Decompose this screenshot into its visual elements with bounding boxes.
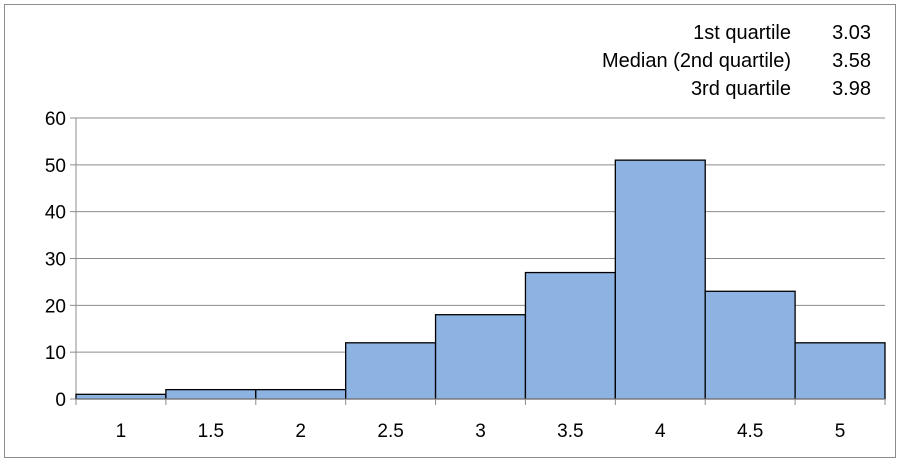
bar: [75, 393, 167, 400]
stat-label: 1st quartile: [693, 22, 791, 44]
x-tick-label: 4.5: [737, 421, 763, 442]
stat-row-q1: 1st quartile 3.03: [602, 19, 871, 47]
stat-row-q3: 3rd quartile 3.98: [602, 75, 871, 103]
y-tick-label: 30: [45, 250, 66, 271]
bar: [165, 388, 257, 400]
x-tick-label: 2: [295, 421, 306, 442]
y-tick-label: 40: [45, 203, 66, 224]
y-tick-label: 60: [45, 109, 66, 130]
x-tick-label: 4: [655, 421, 666, 442]
x-tick-label: 3.5: [557, 421, 583, 442]
bar: [434, 314, 527, 400]
bar: [345, 342, 437, 400]
bar: [614, 159, 706, 400]
y-tick-label: 10: [45, 343, 66, 364]
y-tick-label: 0: [55, 390, 66, 411]
bar: [704, 290, 796, 400]
x-tick-label: 2.5: [377, 421, 403, 442]
stat-label: Median (2nd quartile): [602, 50, 791, 72]
stat-value: 3.98: [832, 78, 871, 100]
quartile-stats: 1st quartile 3.03 Median (2nd quartile) …: [602, 19, 871, 103]
x-tick-label: 1.5: [198, 421, 224, 442]
chart-frame: 0 10 20 30 40 50 60 1 1.5 2 2.5 3 3.5 4 4.5 5 1st quart…: [4, 4, 896, 458]
x-tick-label: 3: [475, 421, 486, 442]
bar: [524, 271, 616, 400]
histogram-chart: 0 10 20 30 40 50 60 1 1.5 2 2.5 3 3.5 4 4.5 5: [45, 109, 886, 442]
x-tick-label: 5: [835, 421, 846, 442]
stat-label: 3rd quartile: [690, 78, 791, 100]
stat-value: 3.03: [832, 22, 871, 44]
bar: [255, 388, 347, 400]
y-tick-label: 20: [45, 296, 66, 317]
y-tick-label: 50: [45, 156, 66, 177]
stat-row-median: Median (2nd quartile) 3.58: [602, 47, 871, 75]
stat-value: 3.58: [832, 50, 871, 72]
x-tick-label: 1: [116, 421, 127, 442]
bar: [794, 342, 886, 400]
